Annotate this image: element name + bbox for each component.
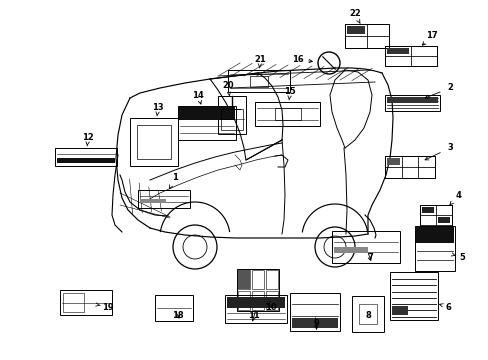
Text: 9: 9 — [312, 319, 318, 328]
Bar — [386, 48, 408, 54]
Bar — [366, 24, 388, 36]
Bar — [251, 291, 264, 310]
Bar — [291, 318, 337, 328]
Bar — [384, 156, 401, 167]
Bar — [435, 205, 451, 215]
Bar — [437, 217, 449, 223]
Bar — [345, 36, 366, 48]
Bar — [384, 56, 410, 66]
Bar — [226, 297, 285, 308]
Bar — [238, 270, 249, 289]
Text: 12: 12 — [82, 134, 94, 143]
Bar — [249, 76, 268, 86]
Text: 22: 22 — [348, 9, 360, 18]
Bar — [130, 118, 178, 166]
Bar — [384, 156, 434, 178]
Bar — [345, 24, 366, 36]
Bar — [218, 96, 245, 134]
Bar — [265, 291, 278, 310]
Bar — [415, 227, 453, 243]
Text: 14: 14 — [192, 90, 203, 99]
Bar — [178, 106, 236, 140]
Bar — [414, 226, 454, 271]
Bar — [421, 207, 433, 213]
Bar — [351, 296, 383, 332]
Bar — [386, 97, 437, 103]
Bar — [140, 199, 165, 203]
Text: 7: 7 — [366, 253, 372, 262]
Bar — [238, 291, 249, 310]
Bar — [346, 26, 364, 34]
Bar — [221, 109, 243, 130]
Bar — [435, 225, 451, 235]
Text: 16: 16 — [291, 55, 303, 64]
Bar — [274, 108, 300, 120]
Bar — [63, 293, 83, 312]
Text: 5: 5 — [458, 253, 464, 262]
Bar — [179, 107, 235, 120]
Bar — [386, 158, 399, 165]
Bar — [57, 158, 115, 163]
Bar — [227, 70, 289, 92]
Bar — [359, 304, 376, 324]
Bar — [384, 46, 410, 56]
Bar — [331, 231, 399, 263]
Bar — [417, 167, 434, 178]
Bar — [55, 148, 117, 166]
Text: 11: 11 — [247, 311, 259, 320]
Bar — [435, 215, 451, 225]
Bar — [384, 167, 401, 178]
Bar — [60, 290, 112, 315]
Text: 4: 4 — [454, 192, 460, 201]
Bar — [389, 272, 437, 320]
Bar — [410, 56, 436, 66]
Text: 19: 19 — [102, 302, 114, 311]
Text: 2: 2 — [446, 84, 452, 93]
Text: 3: 3 — [446, 144, 452, 153]
Bar — [384, 95, 439, 111]
Text: 15: 15 — [284, 87, 295, 96]
Bar — [391, 306, 407, 315]
Text: 13: 13 — [152, 104, 163, 112]
Text: 17: 17 — [426, 31, 437, 40]
Bar — [419, 225, 435, 235]
Text: 10: 10 — [264, 302, 276, 311]
Bar — [333, 247, 367, 253]
Bar — [345, 24, 388, 48]
Bar — [138, 190, 190, 208]
Bar — [419, 205, 451, 235]
Bar — [401, 156, 417, 167]
Bar — [137, 125, 170, 159]
Bar — [254, 102, 319, 126]
Bar — [155, 295, 193, 321]
Bar — [289, 293, 339, 331]
Bar — [384, 46, 436, 66]
Text: 18: 18 — [172, 311, 183, 320]
Bar — [401, 167, 417, 178]
Text: 21: 21 — [254, 55, 265, 64]
Bar — [224, 295, 286, 323]
Text: 6: 6 — [444, 302, 450, 311]
Text: 1: 1 — [172, 174, 178, 183]
Bar — [238, 270, 249, 289]
Bar — [419, 215, 435, 225]
Text: 8: 8 — [365, 311, 370, 320]
Bar — [265, 270, 278, 289]
Bar — [419, 205, 435, 215]
Bar — [410, 46, 436, 56]
Text: 20: 20 — [222, 81, 233, 90]
Bar — [417, 156, 434, 167]
Bar — [237, 269, 279, 311]
Bar — [366, 36, 388, 48]
Bar — [251, 270, 264, 289]
